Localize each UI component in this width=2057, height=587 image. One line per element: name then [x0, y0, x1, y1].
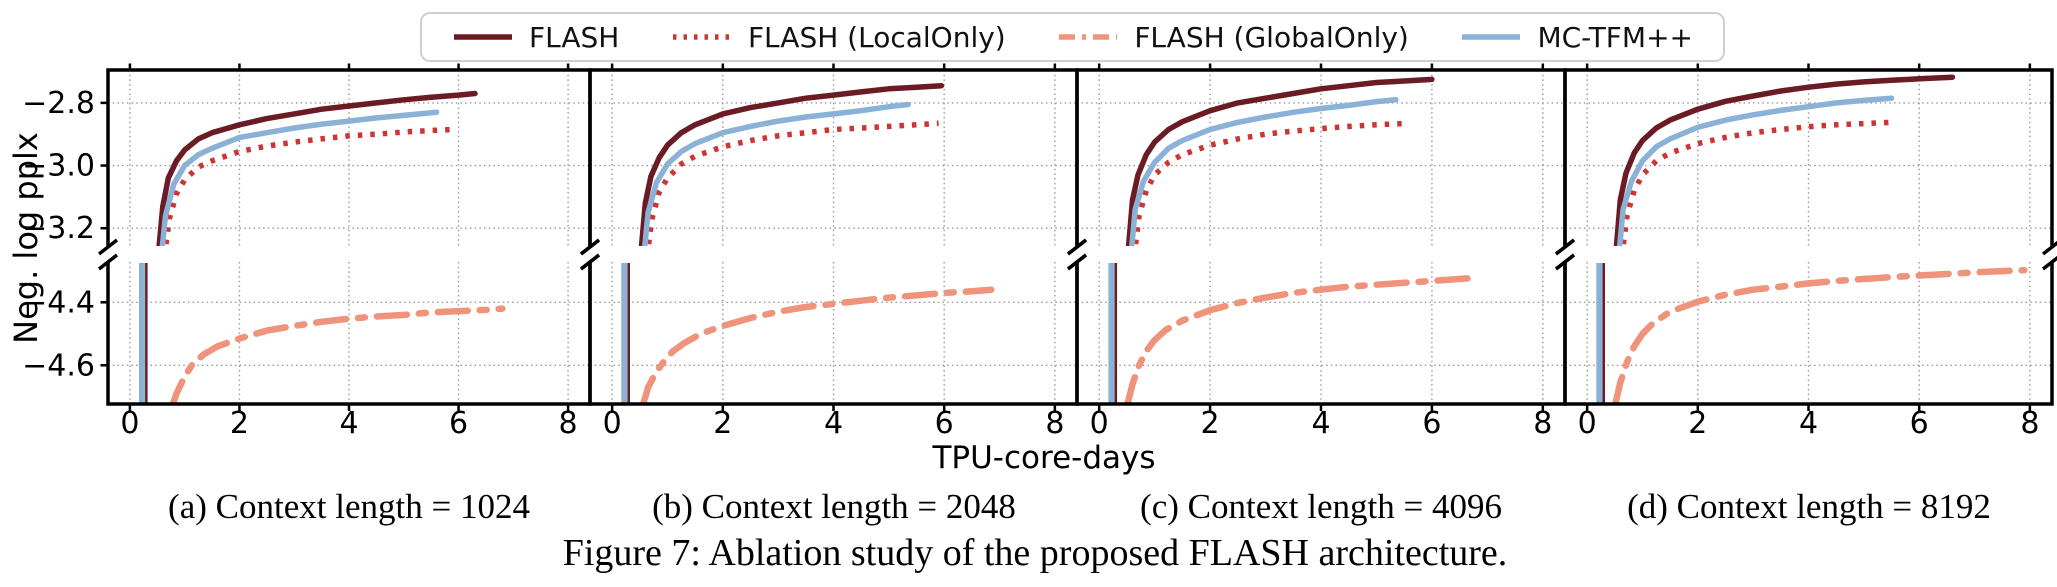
x-tick-label: 4 [339, 406, 358, 441]
global-line [1612, 266, 2028, 403]
figure-caption: Figure 7: Ablation study of the proposed… [562, 532, 1508, 574]
y-tick-label: −3.2 [22, 211, 95, 246]
x-tick-label: 8 [559, 406, 578, 441]
mc-tfm-line-sample-icon [1462, 34, 1521, 40]
x-axis-label: TPU-core-days [932, 440, 1156, 476]
x-tick-label: 8 [1533, 406, 1552, 441]
x-tick-label: 2 [1688, 406, 1707, 441]
legend-label-flash-localonly: FLASH (LocalOnly) [747, 20, 1006, 54]
caption-subplot-d: (d) Context length = 8192 [1627, 487, 1991, 526]
axis-break-mark [97, 253, 119, 271]
flash-line [156, 90, 478, 246]
flash-line [1613, 74, 1956, 246]
legend-item-flash-localonly: FLASH (LocalOnly) [671, 21, 1006, 54]
x-tick-label: 0 [603, 406, 622, 441]
x-tick-label: 0 [120, 406, 139, 441]
flash-line [638, 82, 945, 246]
flash-line-sample-icon [454, 34, 512, 40]
y-tick-label: −2.8 [22, 86, 95, 121]
axis-break-mark [2041, 240, 2057, 256]
caption-subplot-a: (a) Context length = 1024 [168, 487, 530, 526]
legend-label-mc-tfm: MC-TFM++ [1537, 20, 1693, 54]
local-line [1620, 119, 1892, 246]
axis-break-mark [579, 238, 601, 256]
legend-item-flash: FLASH [452, 21, 619, 54]
y-axis-label: Neg. log pplx [7, 132, 45, 344]
local-line [1132, 120, 1410, 246]
axis-break-mark [1066, 238, 1088, 256]
legend-item-flash-globalonly: FLASH (GlobalOnly) [1057, 21, 1409, 54]
y-tick-label: −4.6 [22, 348, 95, 383]
x-tick-label: 6 [935, 406, 954, 441]
plot-canvas: 0 2 4 6 8−2.8−3.0−3.2−4.4−4.60 2 4 6 8 0 2 4 6 8 0 2 4 6 8 [22, 63, 2057, 441]
legend-label-flash: FLASH [529, 20, 620, 54]
global-line [640, 286, 995, 403]
axis-break-mark [2041, 255, 2057, 271]
local-line [645, 120, 939, 246]
x-tick-label: 2 [1201, 406, 1220, 441]
legend-item-mc-tfm: MC-TFM++ [1460, 21, 1693, 54]
axis-break-mark [1554, 253, 1576, 271]
x-tick-label: 6 [449, 406, 468, 441]
subplot-a: 0 2 4 6 8 −2.8 −3.0 −3.2 −4.4 −4.6 [22, 63, 601, 441]
x-tick-label: 4 [1799, 406, 1818, 441]
subplot-b: 0 2 4 6 8 [579, 63, 1088, 441]
axis-break-mark [1066, 253, 1088, 271]
mc-line [642, 101, 911, 246]
x-tick-label: 6 [1422, 406, 1441, 441]
y-tick-label: −3.0 [22, 149, 95, 184]
mc-line [159, 109, 440, 246]
x-tick-label: 6 [1910, 406, 1929, 441]
subplot-d: 0 2 4 6 8 [1554, 63, 2057, 441]
axis-break-mark [97, 238, 119, 256]
x-tick-label: 8 [1045, 406, 1064, 441]
mc-line [1129, 97, 1399, 246]
global-line [1124, 274, 1480, 403]
x-tick-label: 8 [2020, 406, 2039, 441]
axis-break-mark [579, 253, 601, 271]
x-tick-label: 0 [1578, 406, 1597, 441]
localonly-line-sample-icon [672, 34, 731, 40]
x-tick-label: 0 [1090, 406, 1109, 441]
x-tick-label: 4 [824, 406, 843, 441]
y-tick-label: −4.4 [22, 285, 95, 320]
subplot-c: 0 2 4 6 8 [1066, 63, 1576, 441]
flash-line [1125, 76, 1435, 246]
x-tick-label: 4 [1311, 406, 1330, 441]
legend: FLASH FLASH (LocalOnly) FLASH (GlobalOnl… [420, 12, 1725, 62]
caption-subplot-b: (b) Context length = 2048 [652, 487, 1016, 526]
axis-break-mark [1554, 238, 1576, 256]
mc-line [1616, 95, 1895, 246]
x-tick-label: 2 [230, 406, 249, 441]
caption-subplot-c: (c) Context length = 4096 [1140, 487, 1502, 526]
x-tick-label: 2 [713, 406, 732, 441]
globalonly-line-sample-icon [1059, 34, 1118, 40]
legend-label-flash-globalonly: FLASH (GlobalOnly) [1134, 20, 1409, 54]
global-line [169, 305, 506, 403]
